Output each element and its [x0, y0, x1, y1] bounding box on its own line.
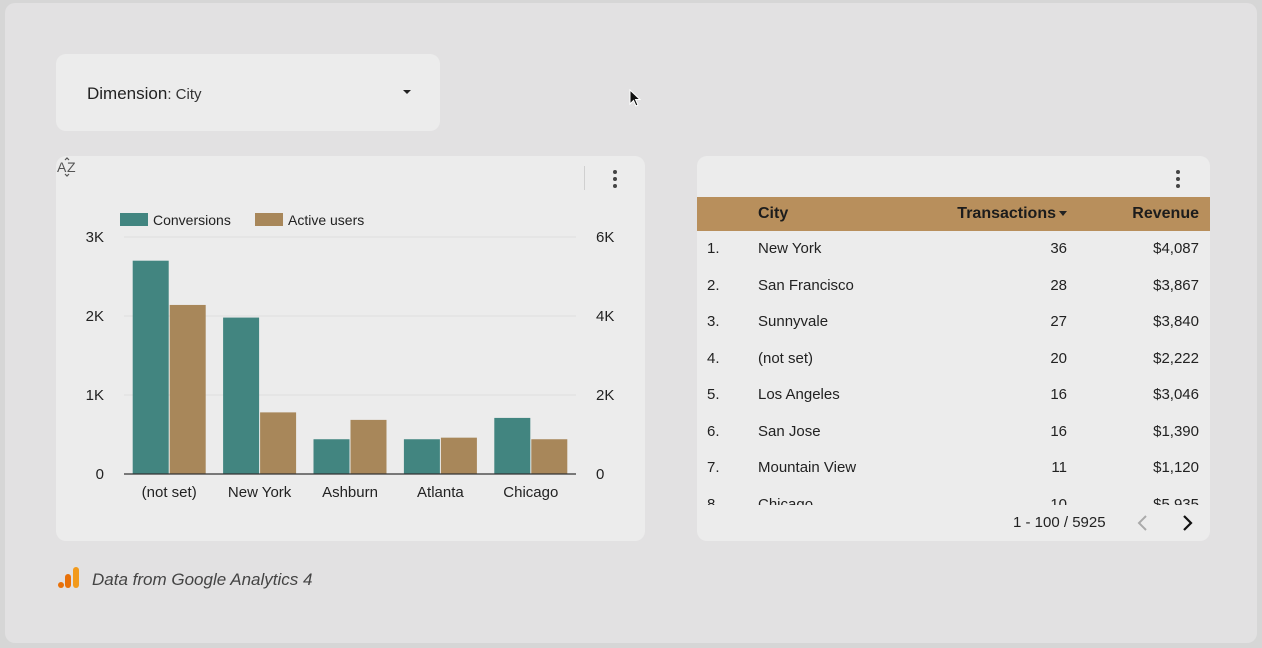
x-tick-label: New York: [228, 484, 292, 501]
bar[interactable]: [531, 439, 568, 474]
cell-city: (not set): [758, 349, 814, 367]
table-row[interactable]: 5. Los Angeles 16 $3,046: [697, 377, 1210, 413]
cell-revenue: $5,935: [1153, 495, 1199, 506]
pagination-range: 1 - 100 / 5925: [1013, 514, 1106, 531]
cell-city: Los Angeles: [758, 386, 840, 403]
bar[interactable]: [494, 417, 531, 474]
dimension-separator: :: [167, 86, 176, 103]
column-header-transactions[interactable]: Transactions: [957, 205, 1056, 222]
bar[interactable]: [350, 419, 387, 474]
cell-transactions: 16: [1050, 422, 1067, 440]
table-row[interactable]: 7. Mountain View 11 $1,120: [697, 450, 1210, 486]
bar[interactable]: [223, 317, 260, 474]
svg-text:A: A: [57, 159, 67, 175]
cell-city: Mountain View: [758, 459, 857, 476]
bar-chart-card: (not set) New York Ashburn Atlanta Chicago 0 1…: [56, 156, 645, 541]
chart-toolbar-divider: [584, 166, 585, 190]
bar[interactable]: [403, 439, 440, 474]
row-number: 1.: [707, 240, 720, 257]
cell-revenue: $4,087: [1153, 240, 1199, 257]
right-y-tick-label: 6K: [596, 229, 614, 246]
cell-transactions: 27: [1050, 313, 1067, 330]
svg-text:Z: Z: [67, 159, 76, 175]
left-y-tick-label: 1K: [86, 387, 104, 404]
bar[interactable]: [169, 304, 206, 474]
table-header: City Transactions Revenue: [697, 197, 1210, 231]
sort-descending-icon[interactable]: [1059, 211, 1067, 216]
row-number: 5.: [707, 386, 720, 403]
table-row[interactable]: 2. San Francisco 28 $3,867: [697, 268, 1210, 304]
legend-label: Conversions: [153, 212, 231, 228]
row-number: 2.: [707, 276, 720, 294]
dimension-control-text: Dimension: City: [87, 84, 202, 104]
row-number: 6.: [707, 422, 720, 440]
cell-transactions: 36: [1050, 240, 1067, 257]
cell-transactions: 11: [1051, 459, 1067, 476]
table-row[interactable]: 1. New York 36 $4,087: [697, 231, 1210, 267]
sort-az-icon[interactable]: A Z: [56, 156, 78, 178]
table-body: 1. New York 36 $4,087 2. San Francisco 2…: [697, 231, 1210, 505]
left-y-tick-label: 2K: [86, 308, 104, 325]
table-row[interactable]: 3. Sunnyvale 27 $3,840: [697, 304, 1210, 340]
cell-transactions: 28: [1050, 276, 1067, 294]
cell-city: San Francisco: [758, 276, 854, 294]
cell-city: San Jose: [758, 422, 821, 440]
report-canvas: Dimension: City (not set) New York Ashburn…: [5, 3, 1257, 643]
cell-transactions: 16: [1050, 386, 1067, 403]
cell-revenue: $3,046: [1153, 386, 1199, 403]
cell-revenue: $1,120: [1153, 459, 1199, 476]
right-y-tick-label: 2K: [596, 387, 614, 404]
bar[interactable]: [440, 437, 477, 474]
bar[interactable]: [260, 412, 297, 474]
data-source-label: Data from Google Analytics 4: [92, 570, 313, 589]
chart-more-options-icon[interactable]: [610, 168, 620, 190]
cell-city: New York: [758, 240, 822, 257]
x-tick-label: Chicago: [503, 484, 558, 501]
cell-revenue: $2,222: [1153, 349, 1199, 367]
dimension-label: Dimension: [87, 84, 168, 103]
x-tick-label: Ashburn: [322, 484, 378, 501]
cell-revenue: $3,840: [1153, 313, 1199, 330]
bar[interactable]: [313, 439, 350, 474]
row-number: 8.: [707, 495, 720, 506]
cell-city: Chicago: [758, 495, 814, 506]
left-y-tick-label: 3K: [86, 229, 104, 246]
cell-city: Sunnyvale: [758, 313, 829, 330]
data-table-card: City Transactions Revenue 1. New York 36…: [697, 156, 1210, 541]
cell-revenue: $3,867: [1153, 276, 1199, 294]
x-tick-label: (not set): [142, 484, 197, 501]
x-tick-label: Atlanta: [417, 484, 464, 501]
bar-chart: (not set) New York Ashburn Atlanta Chicago 0 1…: [86, 212, 615, 501]
next-page-icon[interactable]: [1179, 513, 1195, 533]
cell-transactions: 20: [1050, 349, 1067, 367]
column-header-revenue[interactable]: Revenue: [1132, 205, 1199, 222]
left-y-tick-label: 0: [96, 466, 104, 483]
right-y-tick-label: 4K: [596, 308, 614, 325]
dropdown-caret-icon[interactable]: [403, 90, 411, 94]
row-number: 3.: [707, 313, 720, 330]
dimension-control[interactable]: Dimension: City: [56, 54, 440, 131]
mouse-cursor-icon: [629, 89, 641, 107]
table-row[interactable]: 4. (not set) 20 $2,222: [697, 341, 1210, 377]
table-more-options-icon[interactable]: [1173, 168, 1183, 190]
legend-label: Active users: [288, 212, 364, 228]
table-row[interactable]: 8. Chicago 10 $5,935: [697, 487, 1210, 506]
dimension-value: City: [175, 86, 202, 103]
cell-transactions: 10: [1050, 495, 1067, 506]
previous-page-icon[interactable]: [1135, 513, 1151, 533]
column-header-city[interactable]: City: [758, 205, 789, 222]
google-analytics-logo-icon: [58, 567, 79, 588]
row-number: 7.: [707, 459, 720, 476]
row-number: 4.: [707, 349, 720, 367]
table-row[interactable]: 6. San Jose 16 $1,390: [697, 414, 1210, 450]
cell-revenue: $1,390: [1153, 422, 1199, 440]
bar[interactable]: [132, 260, 169, 474]
legend-swatch: [120, 213, 148, 226]
right-y-tick-label: 0: [596, 466, 604, 483]
legend-swatch: [255, 213, 283, 226]
